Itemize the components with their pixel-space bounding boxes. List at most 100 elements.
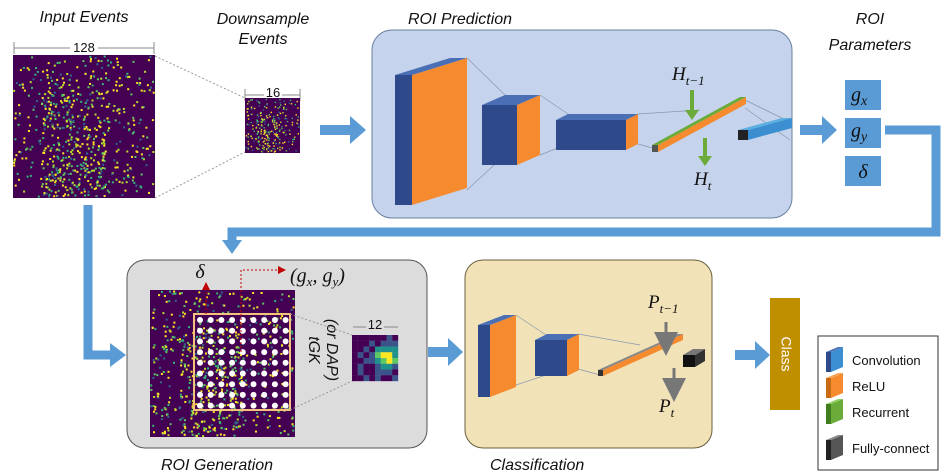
event-dot [110,62,112,64]
grid-dot [283,328,289,334]
event-dot [59,127,61,129]
grid-dot [197,360,203,366]
event-dot [245,380,247,382]
event-dot [73,126,75,128]
input-title: Input Events [40,9,129,26]
crop-cell [381,352,387,358]
event-dot [101,188,103,190]
figure: Input Events Downsample Events 128 16 RO… [0,0,944,476]
event-dot [49,194,51,196]
event-dot [57,124,59,126]
event-dot [22,87,24,89]
class-label: Class [778,336,794,371]
event-dot [53,95,55,97]
event-dot [87,137,89,139]
event-dot [289,102,290,103]
event-dot [182,371,184,373]
event-dot [291,370,293,372]
event-dot [205,428,207,430]
grid-dot [261,328,267,334]
event-dot [196,412,198,414]
event-dot [257,120,258,121]
event-dot [137,146,139,148]
subscript: y [859,130,868,145]
event-dot [245,420,247,422]
event-dot [91,104,93,106]
event-dot [288,141,289,142]
event-dot [253,307,255,309]
subscript: t−1 [686,73,705,88]
event-dot [270,374,272,376]
event-dot [105,72,107,74]
grid-dot [272,381,278,387]
event-dot [192,411,194,413]
event-dot [250,99,251,100]
event-dot [47,126,49,128]
event-dot [186,369,188,371]
event-dot [262,137,263,138]
event-dot [277,134,278,135]
event-dot [72,149,74,151]
crop-cell [369,358,375,364]
event-dot [201,421,203,423]
event-dot [153,309,155,311]
event-dot [73,147,75,149]
event-dot [119,141,121,143]
event-dot [263,141,264,142]
event-dot [267,136,268,137]
event-dot [85,168,87,170]
event-dot [240,369,242,371]
event-dot [66,73,68,75]
event-dot [150,384,152,386]
event-dot [289,134,290,135]
event-dot [275,106,276,107]
event-dot [236,426,238,428]
event-dot [103,143,105,145]
event-dot [263,119,264,120]
event-dot [154,406,156,408]
event-dot [103,156,105,158]
crop-cell [387,375,393,381]
event-dot [252,99,253,100]
crop-cell [352,364,358,370]
event-dot [163,347,165,349]
event-dot [223,368,225,370]
event-dot [14,138,16,140]
event-dot [276,136,277,137]
event-dot [87,165,89,167]
event-dot [259,128,260,129]
grid-dot [261,392,267,398]
event-dot [82,143,84,145]
event-dot [46,101,48,103]
event-dot [100,78,102,80]
event-dot [216,348,218,350]
event-dot [66,189,68,191]
event-dot [236,326,238,328]
event-dot [276,122,277,123]
event-dot [279,124,280,125]
event-dot [41,186,43,188]
event-dot [116,58,118,60]
event-dot [30,149,32,151]
event-dot [127,164,129,166]
event-dot [225,392,227,394]
event-dot [68,164,70,166]
event-dot [237,419,239,421]
crop-cell [387,341,393,347]
event-dot [79,115,81,117]
event-dot [51,171,53,173]
event-dot [280,317,282,319]
event-dot [222,379,224,381]
event-dot [28,95,30,97]
event-dot [88,191,90,193]
event-dot [263,134,264,135]
event-dot [146,148,148,150]
grid-dot [261,381,267,387]
event-dot [233,425,235,427]
event-dot [196,336,198,338]
event-dot [182,349,184,351]
event-dot [101,105,103,107]
event-dot [222,333,224,335]
event-dot [218,418,220,420]
event-dot [239,425,241,427]
